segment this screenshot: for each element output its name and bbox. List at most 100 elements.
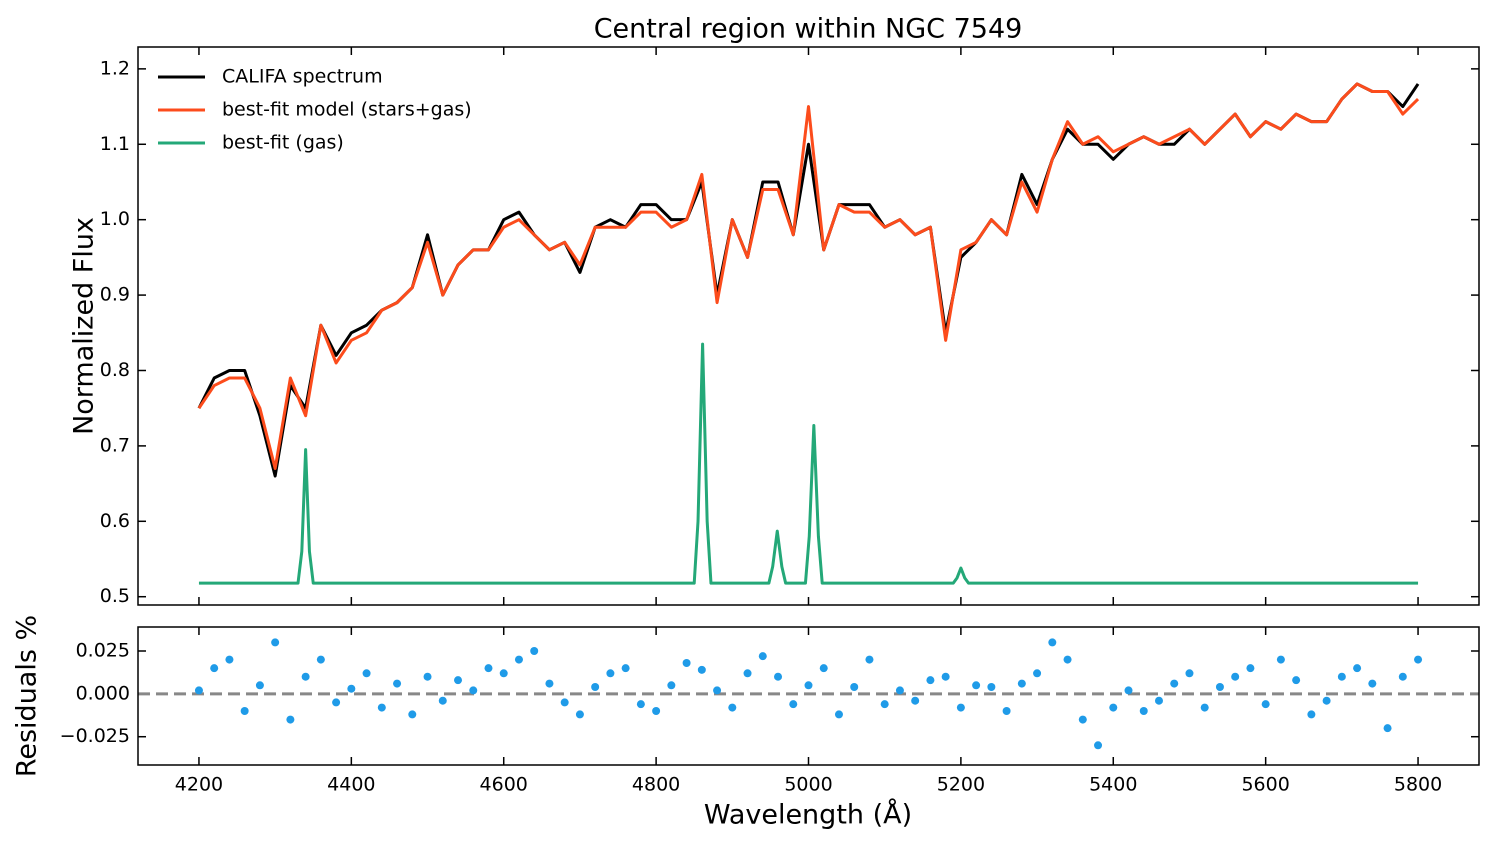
residual-point <box>1139 707 1148 715</box>
residual-point <box>1246 664 1255 673</box>
residual-point <box>713 686 722 695</box>
residual-point <box>499 669 508 678</box>
residual-point <box>804 681 813 690</box>
residual-point <box>1185 669 1194 678</box>
residual-point <box>530 647 539 655</box>
residual-point <box>895 686 904 695</box>
plot-frame <box>137 626 1480 766</box>
y-axis-label: Normalized Flux <box>69 217 100 435</box>
residual-point <box>1383 724 1392 733</box>
residual-point <box>606 669 615 678</box>
residual-point <box>636 700 645 709</box>
residual-point <box>956 703 965 712</box>
residual-point <box>1200 703 1209 712</box>
residual-point <box>1048 638 1057 647</box>
x-tick-label: 5200 <box>937 774 985 796</box>
residual-point <box>347 684 356 693</box>
residual-point <box>240 707 249 715</box>
residual-point <box>621 664 630 673</box>
residual-point <box>941 672 950 681</box>
residual-point <box>1109 703 1118 712</box>
residual-point <box>225 655 234 664</box>
x-tick-label: 5800 <box>1394 774 1442 796</box>
residual-point <box>362 669 371 678</box>
x-tick-label: 5400 <box>1089 774 1137 796</box>
residual-point <box>286 715 295 724</box>
y-tick-label: 0.6 <box>100 510 130 532</box>
residual-point <box>789 700 798 709</box>
x-tick-label: 4800 <box>632 774 680 796</box>
residual-point <box>1154 696 1163 705</box>
residual-point <box>423 672 432 681</box>
residual-point <box>758 652 767 661</box>
plot-frame <box>137 46 1480 606</box>
residual-point <box>880 700 889 709</box>
legend-label: best-fit (gas) <box>222 132 344 154</box>
residual-point <box>1033 669 1042 678</box>
residual-point <box>575 710 584 719</box>
residual-point <box>514 655 523 664</box>
x-tick-label: 4600 <box>480 774 528 796</box>
residual-point <box>1276 655 1285 664</box>
residual-point <box>1368 679 1377 688</box>
x-tick-label: 5600 <box>1241 774 1289 796</box>
residual-point <box>926 676 935 685</box>
residual-point <box>560 698 569 707</box>
residual-point <box>1414 655 1423 664</box>
residual-point <box>1170 679 1179 688</box>
spectrum-line <box>198 342 1419 585</box>
x-axis-label: Wavelength (Å) <box>704 799 912 831</box>
y-tick-label: 1.0 <box>100 208 130 230</box>
residual-point <box>652 707 661 715</box>
residual-point <box>972 681 981 690</box>
residual-point <box>1002 707 1011 715</box>
y-tick-label: 0.025 <box>76 640 130 662</box>
residual-point <box>1337 672 1346 681</box>
residual-point <box>271 638 280 647</box>
residual-point <box>987 683 996 691</box>
y-tick-label: 1.1 <box>100 133 130 155</box>
residual-point <box>1078 715 1087 724</box>
y-axis-label: Residuals % <box>12 615 43 777</box>
residual-point <box>774 672 783 681</box>
residual-point <box>332 698 341 707</box>
residual-point <box>1063 655 1072 664</box>
residual-point <box>1231 672 1240 681</box>
x-tick-label: 4200 <box>175 774 223 796</box>
residual-point <box>728 703 737 712</box>
chart-title: Central region within NGC 7549 <box>594 14 1023 45</box>
residual-point <box>1322 696 1331 705</box>
residual-point <box>301 672 310 681</box>
residual-point <box>1094 741 1103 750</box>
residual-point <box>1292 676 1301 685</box>
x-tick-label: 5000 <box>784 774 832 796</box>
residual-point <box>865 655 874 664</box>
y-tick-label: 1.2 <box>100 57 130 79</box>
residual-point <box>1124 686 1133 695</box>
residual-point <box>454 676 463 685</box>
residual-point <box>834 710 843 719</box>
y-tick-label: −0.025 <box>60 725 130 747</box>
residual-point <box>743 669 752 678</box>
residual-point <box>545 679 554 688</box>
residual-point <box>210 664 219 673</box>
residual-point <box>469 686 478 695</box>
y-tick-label: 0.000 <box>76 682 130 704</box>
residual-point <box>1017 679 1026 688</box>
residual-point <box>819 664 828 673</box>
residual-point <box>667 681 676 690</box>
y-tick-label: 0.9 <box>100 284 130 306</box>
x-tick-label: 4400 <box>327 774 375 796</box>
residual-point <box>1261 700 1270 709</box>
residual-point <box>438 696 447 705</box>
legend-label: CALIFA spectrum <box>222 66 383 88</box>
y-tick-label: 0.8 <box>100 359 130 381</box>
residual-point <box>408 710 417 719</box>
residual-point <box>850 683 859 691</box>
residual-point <box>484 664 493 673</box>
residual-point <box>1398 672 1407 681</box>
residual-point <box>377 703 386 712</box>
y-tick-label: 0.7 <box>100 434 130 456</box>
